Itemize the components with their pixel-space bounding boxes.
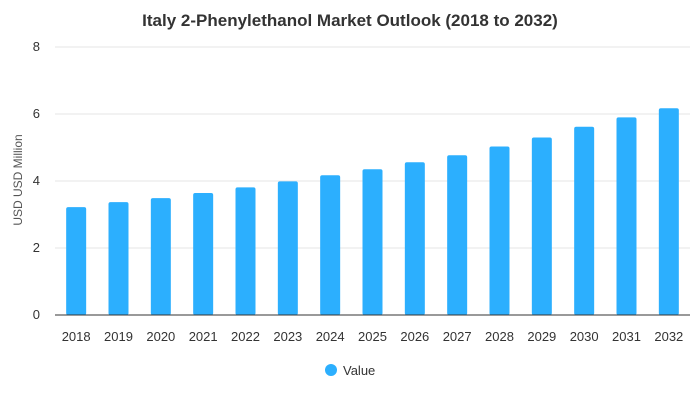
x-tick-label: 2022 — [231, 329, 260, 344]
bar-2026[interactable] — [404, 162, 425, 315]
chart-title: Italy 2-Phenylethanol Market Outlook (20… — [142, 11, 558, 30]
x-axis-ticks: 2018 2019 2020 2021 2022 2023 2024 2025 2026 2027… — [62, 329, 684, 344]
x-tick-label: 2024 — [316, 329, 345, 344]
bar-2021[interactable] — [193, 193, 214, 315]
x-tick-label: 2025 — [358, 329, 387, 344]
bar-2032[interactable] — [658, 108, 679, 316]
bar-2027[interactable] — [447, 155, 468, 315]
x-tick-label: 2023 — [273, 329, 302, 344]
bar-2024[interactable] — [320, 175, 341, 315]
x-tick-label: 2018 — [62, 329, 91, 344]
bar-2031[interactable] — [616, 117, 637, 315]
y-tick-label: 0 — [33, 307, 40, 322]
x-tick-label: 2021 — [189, 329, 218, 344]
x-tick-label: 2030 — [570, 329, 599, 344]
y-tick-label: 2 — [33, 240, 40, 255]
bars — [66, 108, 679, 316]
bar-2030[interactable] — [574, 126, 595, 315]
legend[interactable]: Value — [325, 363, 375, 378]
y-axis-ticks: 0 2 4 6 8 — [33, 39, 40, 322]
bar-2023[interactable] — [277, 181, 298, 315]
bar-2029[interactable] — [531, 137, 552, 315]
y-tick-label: 6 — [33, 106, 40, 121]
x-tick-label: 2031 — [612, 329, 641, 344]
x-tick-label: 2020 — [146, 329, 175, 344]
y-tick-label: 4 — [33, 173, 40, 188]
bar-2018[interactable] — [66, 207, 87, 315]
x-tick-label: 2029 — [527, 329, 556, 344]
bar-2025[interactable] — [362, 169, 383, 315]
x-tick-label: 2027 — [443, 329, 472, 344]
legend-label[interactable]: Value — [343, 363, 375, 378]
bar-2020[interactable] — [150, 198, 171, 315]
x-tick-label: 2019 — [104, 329, 133, 344]
y-axis-title: USD USD Million — [11, 134, 25, 225]
legend-marker[interactable] — [325, 364, 337, 376]
x-tick-label: 2028 — [485, 329, 514, 344]
x-tick-label: 2026 — [400, 329, 429, 344]
x-tick-label: 2032 — [654, 329, 683, 344]
bar-2022[interactable] — [235, 187, 256, 315]
bar-2028[interactable] — [489, 146, 510, 315]
y-tick-label: 8 — [33, 39, 40, 54]
bar-2019[interactable] — [108, 202, 129, 315]
